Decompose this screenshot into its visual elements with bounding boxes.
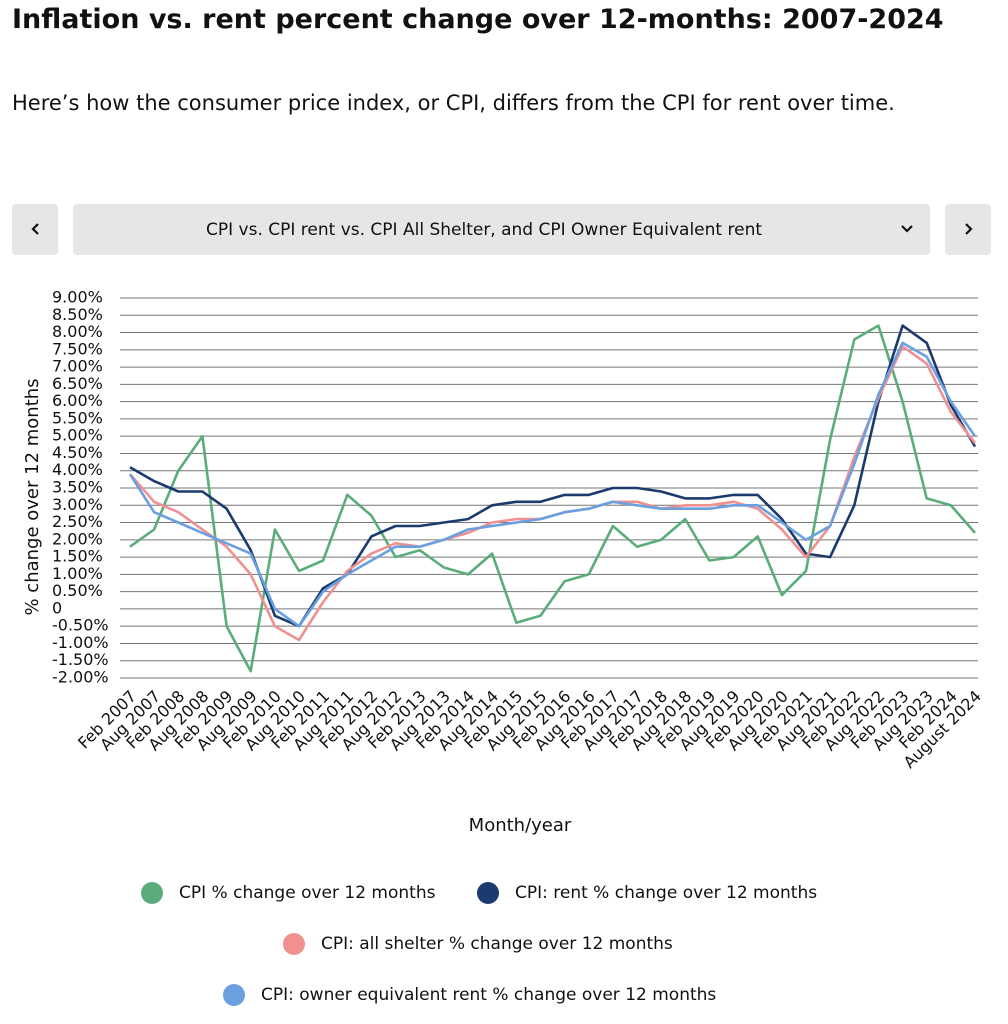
y-tick-label: 4.00%	[52, 460, 103, 479]
legend-label: CPI % change over 12 months	[179, 883, 436, 903]
y-tick-label: 5.50%	[52, 408, 103, 427]
y-tick-label: -0.50%	[52, 616, 109, 635]
legend-label: CPI: rent % change over 12 months	[515, 883, 817, 903]
y-tick-label: -1.00%	[52, 633, 109, 652]
y-tick-label: 0.50%	[52, 581, 103, 600]
y-tick-label: -2.00%	[52, 668, 109, 687]
legend-marker	[223, 984, 245, 1006]
y-tick-label: 6.50%	[52, 374, 103, 393]
next-icon	[965, 223, 973, 235]
y-tick-label: 2.00%	[52, 529, 103, 548]
y-tick-label: 9.00%	[52, 288, 103, 307]
y-tick-label: 7.00%	[52, 357, 103, 376]
dropdown-icon	[901, 225, 913, 233]
y-tick-label: 3.00%	[52, 495, 103, 514]
y-tick-label: 5.00%	[52, 426, 103, 445]
legend-marker	[141, 882, 163, 904]
y-tick-label: -1.50%	[52, 650, 109, 669]
chart-subtitle: Here’s how the consumer price index, or …	[12, 91, 895, 115]
legend-label: CPI: all shelter % change over 12 months	[321, 934, 673, 954]
next-button[interactable]	[945, 204, 991, 255]
y-axis-title: % change over 12 months	[22, 378, 43, 615]
legend-marker	[477, 882, 499, 904]
legend-marker	[283, 933, 305, 955]
prev-icon	[31, 223, 39, 235]
y-tick-label: 2.50%	[52, 512, 103, 531]
line-series	[128, 341, 977, 628]
y-tick-label: 0	[52, 598, 62, 617]
y-tick-label: 7.50%	[52, 339, 103, 358]
y-tick-label: 1.50%	[52, 547, 103, 566]
line-series	[129, 345, 977, 642]
y-tick-label: 4.50%	[52, 443, 103, 462]
chart-title: Inflation vs. rent percent change over 1…	[12, 4, 944, 35]
line-series	[129, 324, 976, 673]
x-axis-title: Month/year	[469, 815, 572, 836]
y-tick-label: 3.50%	[52, 478, 103, 497]
line-series	[129, 324, 977, 628]
selector-label: CPI vs. CPI rent vs. CPI All Shelter, an…	[206, 220, 762, 240]
y-tick-label: 6.00%	[52, 391, 103, 410]
chart-selector[interactable]	[73, 204, 930, 255]
y-tick-label: 1.00%	[52, 564, 103, 583]
legend-label: CPI: owner equivalent rent % change over…	[261, 985, 716, 1005]
y-tick-label: 8.00%	[52, 322, 103, 341]
y-tick-label: 8.50%	[52, 305, 103, 324]
